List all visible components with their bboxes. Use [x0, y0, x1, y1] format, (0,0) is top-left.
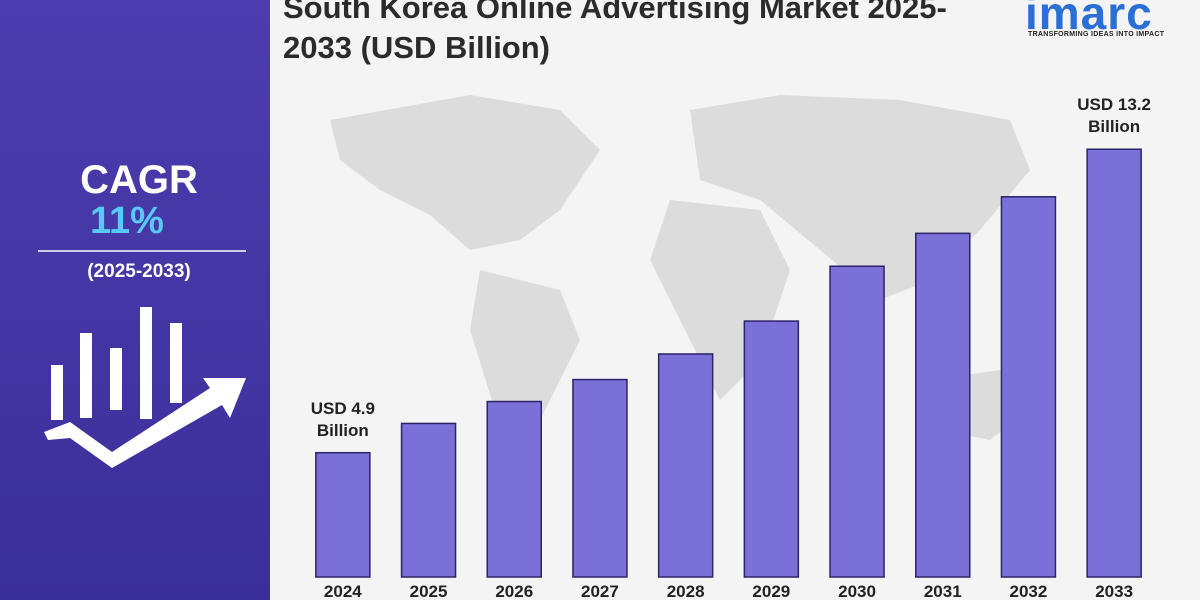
- bar: [572, 378, 628, 578]
- bar: [400, 422, 457, 578]
- bar: [829, 265, 885, 578]
- chart-title: South Korea Online Advertising Market 20…: [283, 0, 947, 65]
- bar: [657, 353, 714, 578]
- bar: [315, 451, 371, 578]
- cagr-period: (2025-2033): [87, 261, 191, 282]
- cagr-label: CAGR: [80, 158, 198, 202]
- value-label: USD 13.2 Billion: [1077, 95, 1151, 137]
- x-tick-label: 2032: [1009, 582, 1048, 600]
- x-tick-label: 2027: [581, 582, 619, 600]
- bar: [1086, 148, 1142, 578]
- x-tick-label: 2033: [1095, 582, 1134, 600]
- cagr-value: 11%: [90, 200, 164, 242]
- bar: [915, 232, 971, 578]
- x-tick-label: 2029: [752, 582, 791, 600]
- x-tick-label: 2024: [323, 582, 362, 600]
- x-tick-label: 2028: [666, 582, 705, 600]
- value-label: USD 4.9 Billion: [310, 398, 375, 440]
- x-tick-label: 2030: [838, 582, 876, 600]
- x-tick-label: 2025: [409, 582, 448, 600]
- growth-icon: [44, 307, 246, 468]
- sidebar-bg: [0, 0, 270, 600]
- x-tick-label: 2026: [495, 582, 534, 600]
- x-tick-label: 2031: [923, 582, 962, 600]
- bar: [486, 400, 542, 578]
- bar: [743, 320, 800, 578]
- bar: [1000, 196, 1057, 578]
- logo-tagline: TRANSFORMING IDEAS INTO IMPACT: [1028, 31, 1165, 38]
- logo: imarc: [1025, 0, 1153, 39]
